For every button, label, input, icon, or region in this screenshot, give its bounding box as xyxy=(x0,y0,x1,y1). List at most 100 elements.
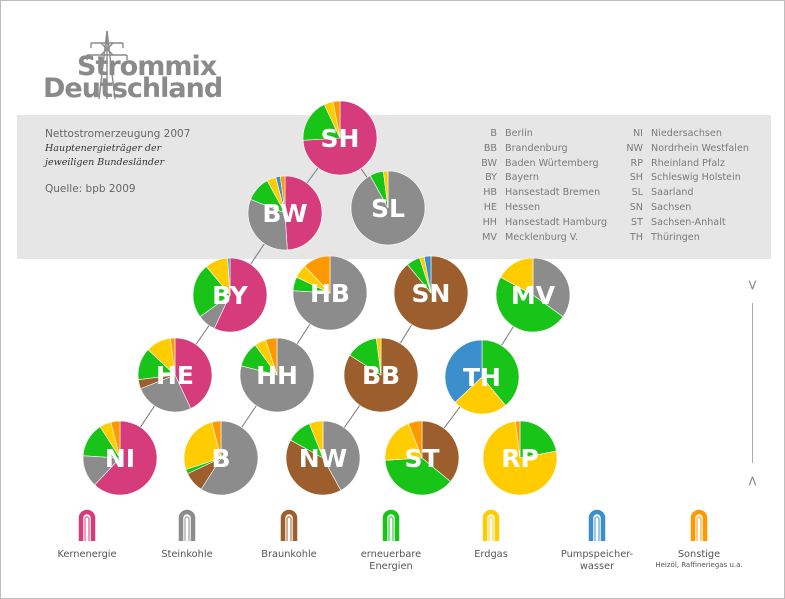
pie-slice-gas xyxy=(376,337,382,376)
pie-slice-ern xyxy=(384,457,451,496)
abbr-code: HE xyxy=(483,201,497,213)
abbr-name: Thüringen xyxy=(651,231,700,243)
pie-slice-gas xyxy=(384,423,423,461)
pie-slice-stein xyxy=(247,198,288,251)
pie-slice-sonst xyxy=(332,100,341,139)
scroll-up-button[interactable]: > xyxy=(743,279,760,291)
abbr-row: SL Saarland xyxy=(615,186,749,201)
pie-slice-sonst xyxy=(407,420,423,459)
pie-label: MV xyxy=(511,281,556,310)
abbr-name: Schleswig Holstein xyxy=(651,172,741,184)
pie-b[interactable]: B xyxy=(183,420,259,496)
pie-slice-kern xyxy=(174,337,213,409)
connector-clip-icon xyxy=(382,509,400,541)
pie-mv[interactable]: MV xyxy=(495,257,571,333)
abbr-code: NW xyxy=(626,142,643,154)
pie-th[interactable]: TH xyxy=(444,339,520,415)
abbr-row: HB Hansestadt Bremen xyxy=(469,186,607,201)
scroll-down-button[interactable]: < xyxy=(743,475,760,487)
pie-sn[interactable]: SN xyxy=(393,255,469,331)
abbr-row: MV Mecklenburg V. xyxy=(469,231,607,246)
abbr-code: MV xyxy=(482,231,497,243)
abbr-row: B Berlin xyxy=(469,127,607,142)
pie-sh[interactable]: SH xyxy=(302,100,378,176)
abbr-row: SN Sachsen xyxy=(615,201,749,216)
pie-label: BB xyxy=(362,361,400,390)
pie-slice-sonst xyxy=(280,175,286,214)
pie-slice-sonst xyxy=(304,255,331,294)
abbr-code: SN xyxy=(629,201,643,213)
abbr-code: BB xyxy=(483,142,497,154)
scroll-track[interactable] xyxy=(752,303,753,463)
abbr-row: HE Hessen xyxy=(469,201,607,216)
logo: Strommix Deutschland xyxy=(41,27,241,105)
pie-slice-gas xyxy=(500,257,534,296)
pie-slice-stein xyxy=(140,374,192,413)
abbr-code: HH xyxy=(482,216,497,228)
info-title: Nettostromerzeugung 2007 xyxy=(45,128,191,140)
info-subtitle-1: Hauptenergieträger der xyxy=(45,143,162,154)
info-text: Nettostromerzeugung 2007 Hauptenergieträ… xyxy=(45,127,265,197)
pie-slice-kern xyxy=(302,100,378,176)
pie-slice-sonst xyxy=(515,420,521,459)
pie-hb[interactable]: HB xyxy=(292,255,368,331)
connector-clip-icon xyxy=(78,509,96,541)
legend-item-pump: Pumpspeicher-wasser xyxy=(542,509,652,573)
pie-label: HB xyxy=(310,279,350,308)
pie-label: BY xyxy=(212,281,249,310)
pie-he[interactable]: HE xyxy=(137,337,213,413)
pie-slice-kern xyxy=(284,175,323,251)
abbr-name: Sachsen xyxy=(651,201,692,213)
pie-slice-ern xyxy=(519,420,557,459)
pie-slice-ern xyxy=(302,104,341,141)
pie-label: SN xyxy=(412,279,451,308)
legend-label-line2: wasser xyxy=(579,561,615,572)
pie-rp[interactable]: RP xyxy=(482,420,558,496)
abbr-name: Mecklenburg V. xyxy=(505,231,579,243)
connector-clip-icon xyxy=(178,509,196,541)
pie-slice-sonst xyxy=(265,337,278,376)
pie-label: TH xyxy=(463,363,501,392)
abbr-code: SH xyxy=(629,172,643,184)
connector-clip-icon xyxy=(690,509,708,541)
pie-label: NI xyxy=(105,444,135,473)
pie-label: HE xyxy=(156,361,194,390)
pie-slice-gas xyxy=(183,421,222,470)
legend-item-stein: Steinkohle xyxy=(132,509,242,561)
abbr-name: Niedersachsen xyxy=(651,128,722,139)
power-pylon-icon xyxy=(86,30,128,100)
pie-label: SH xyxy=(321,124,360,153)
pie-slice-stein xyxy=(200,420,259,496)
abbreviation-list-left: B Berlin BB Brandenburg BW Baden Würtemberg… xyxy=(469,127,607,245)
legend-item-ern: erneuerbare Energien xyxy=(336,509,446,573)
pie-ni[interactable]: NI xyxy=(82,420,158,496)
abbr-row: SH Schleswig Holstein xyxy=(615,171,749,186)
pie-st[interactable]: ST xyxy=(384,420,460,496)
abbr-name: Saarland xyxy=(651,187,694,199)
pie-label: SL xyxy=(371,194,405,223)
pie-bb[interactable]: BB xyxy=(343,337,419,413)
legend-note: Heizöl, Raffineriegas u.a. xyxy=(655,561,743,569)
pie-sl[interactable]: SL xyxy=(350,170,426,246)
pie-slice-stein xyxy=(350,170,426,246)
abbr-row: BW Baden Würtemberg xyxy=(469,157,607,172)
pie-nw[interactable]: NW xyxy=(285,420,361,496)
legend-item-kern: Kernenergie xyxy=(32,509,142,561)
pie-slice-gas xyxy=(383,170,389,209)
abbr-row: NI Niedersachsen xyxy=(615,127,749,142)
abbr-row: BB Brandenburg xyxy=(469,142,607,157)
pie-bw[interactable]: BW xyxy=(247,175,323,251)
abbr-row: BY Bayern xyxy=(469,171,607,186)
abbr-row: TH Thüringen xyxy=(615,231,749,246)
abbr-name: Rheinland Pfalz xyxy=(651,157,725,169)
logo-line1: Strommix xyxy=(77,51,217,82)
legend-label-line2: Energien xyxy=(369,561,413,572)
connector-clip-icon xyxy=(482,509,500,541)
pie-by[interactable]: BY xyxy=(192,257,268,333)
pie-hh[interactable]: HH xyxy=(239,337,315,413)
abbr-code: ST xyxy=(631,216,643,228)
pie-label: BW xyxy=(262,199,307,228)
abbr-row: RP Rheinland Pfalz xyxy=(615,157,749,172)
abbr-code: TH xyxy=(629,231,643,243)
